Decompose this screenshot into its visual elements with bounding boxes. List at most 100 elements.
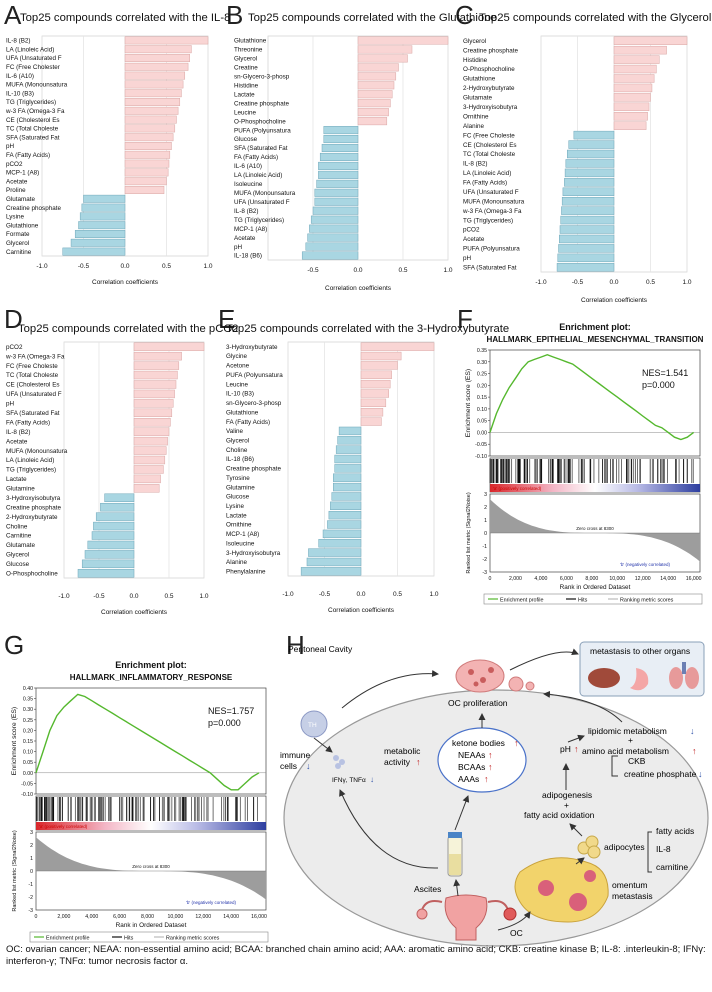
- bar: [316, 179, 359, 188]
- arrow-up-icon-neaas: ↑: [488, 750, 493, 760]
- category-label: O-Phosphocholine: [234, 118, 286, 125]
- bar: [322, 529, 362, 539]
- tick-label: -1.0: [58, 593, 70, 600]
- chart-title: Top25 compounds correlated with the pCO2: [18, 323, 238, 335]
- category-label: Glutamate: [6, 196, 36, 203]
- bar: [360, 379, 391, 389]
- bar: [360, 389, 389, 398]
- category-label: SFA (Saturated Fat: [234, 145, 288, 152]
- bar: [568, 140, 615, 149]
- category-label: Glycerol: [6, 552, 29, 559]
- category-label: Glutathione: [234, 38, 267, 45]
- category-label: IL-18 (B6): [234, 253, 262, 260]
- arrow-down-icon: ↓: [690, 726, 695, 736]
- es-frame: [489, 349, 701, 457]
- panel-label-b: B: [226, 0, 244, 30]
- arrow-omentum-to-adipocytes: [575, 857, 585, 865]
- bar: [124, 45, 192, 54]
- arrow-ascites-up: [454, 795, 470, 831]
- ytick-label: -0.05: [475, 442, 487, 448]
- bar: [330, 501, 362, 510]
- category-label: O-Phosphocholine: [6, 570, 58, 577]
- bar: [124, 150, 171, 159]
- category-label: Acetate: [6, 178, 28, 185]
- category-label: SFA (Saturated Fat: [6, 410, 60, 417]
- enrichment-g-svg: Enrichment plot: HALLMARK_INFLAMMATORY_RE…: [11, 660, 269, 943]
- legend-label: Hits: [124, 936, 134, 942]
- category-label: Threonine: [234, 47, 263, 54]
- category-label: TG (Triglycerides): [6, 467, 56, 474]
- metric-ytick-label: 0: [484, 531, 487, 537]
- x-axis-label: Correlation coefficients: [101, 609, 168, 616]
- omentum-label: omentum: [612, 880, 647, 890]
- bar: [77, 569, 135, 578]
- category-label: Valine: [226, 428, 244, 435]
- category-label: Glucose: [6, 561, 30, 568]
- bar: [360, 361, 398, 370]
- category-label: Glycine: [226, 353, 247, 360]
- bar: [133, 351, 182, 361]
- bar: [333, 482, 362, 492]
- bar: [133, 389, 175, 399]
- bar: [62, 247, 126, 256]
- tick-label: 0.5: [162, 263, 171, 270]
- x-axis-label: Rank in Ordered Dataset: [560, 584, 631, 591]
- bar: [556, 263, 615, 272]
- bar: [319, 152, 359, 161]
- metric-ytick-label: 0: [30, 869, 33, 875]
- enrichment-plot-g: Enrichment plot: HALLMARK_INFLAMMATORY_RE…: [0, 656, 278, 948]
- category-label: Leucine: [226, 381, 249, 388]
- category-label: pH: [463, 255, 472, 262]
- legend-label: Ranking metric scores: [166, 936, 220, 942]
- bar: [104, 493, 135, 502]
- bar: [305, 242, 359, 251]
- bar: [318, 170, 359, 179]
- category-label: pCO2: [6, 161, 23, 168]
- bcaas-label: BCAAs: [458, 762, 485, 772]
- ketone-bodies-label: ketone bodies: [452, 738, 505, 748]
- category-label: Lysine: [226, 503, 244, 510]
- tick-label: 1.0: [443, 267, 452, 274]
- category-label: IL-8 (B2): [6, 429, 31, 436]
- category-label: Lysine: [6, 214, 24, 221]
- arrow-adipocytes-up: [569, 823, 583, 837]
- bar: [124, 98, 181, 106]
- category-label: Proline: [6, 187, 26, 194]
- category-label: SFA (Saturated Fat: [463, 264, 517, 271]
- bar: [357, 90, 393, 99]
- category-label: sn-Glycero-3-phosp: [234, 74, 290, 81]
- bar: [314, 197, 359, 206]
- metric-ytick-label: 3: [30, 830, 33, 836]
- ytick-label: 0.35: [477, 348, 487, 354]
- bar: [314, 188, 359, 197]
- ascites-tube-icon: [447, 832, 463, 877]
- category-label: MUFA (Monounsatura: [234, 190, 296, 197]
- category-label: FC (Free Choleste: [463, 132, 515, 139]
- ytick-label: 0.25: [477, 372, 487, 378]
- p-value-stat: p=0.000: [642, 380, 675, 390]
- plus-label: +: [628, 735, 633, 745]
- bar: [360, 417, 382, 426]
- category-label: MCP-1 (A8): [234, 226, 267, 233]
- tick-label: 0.5: [393, 591, 402, 598]
- category-label: MUFA (Monounsatura: [463, 198, 525, 205]
- bar: [133, 455, 166, 465]
- metric-ytick-label: -1: [482, 544, 487, 550]
- bar: [560, 215, 615, 225]
- xtick-label: 8,000: [141, 914, 154, 920]
- category-label: Creatine: [234, 65, 258, 72]
- arrow-up-icon-ketone: ↑: [514, 738, 519, 748]
- category-label: 3-Hydroxyisobutyra: [6, 495, 61, 502]
- bar: [338, 426, 362, 436]
- bar: [613, 74, 655, 83]
- category-label: Lactate: [226, 512, 247, 519]
- bar: [357, 36, 449, 45]
- fatty-acids-label: fatty acids: [656, 826, 694, 836]
- category-label: CE (Cholesterol Es: [6, 117, 60, 124]
- arrow-down-icon-creatine: ↓: [698, 769, 703, 779]
- category-label: pH: [234, 244, 243, 251]
- category-label: MCP-1 (A8): [6, 170, 39, 177]
- ytick-label: 0.25: [23, 718, 33, 724]
- bar-chart-a: Top25 compounds correlated with the IL-8…: [0, 0, 230, 310]
- category-label: MUFA (Monounsatura: [6, 448, 68, 455]
